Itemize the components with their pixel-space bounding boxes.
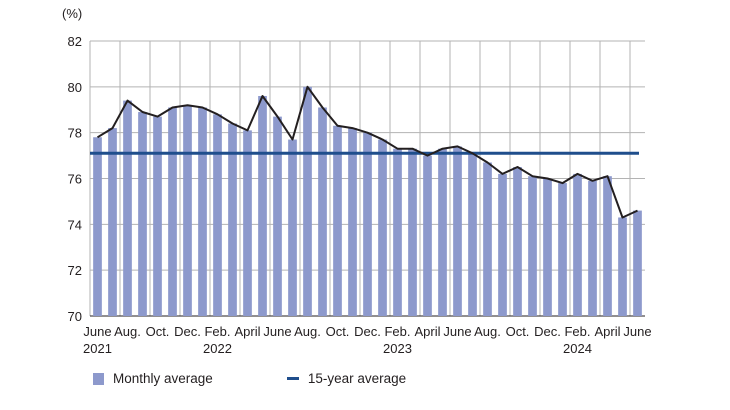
x-tick-label: Feb. [204, 324, 230, 339]
bar [348, 128, 357, 316]
y-tick-label: 82 [68, 34, 82, 49]
bar [618, 217, 627, 316]
x-tick-label: April [234, 324, 260, 339]
legend-line-swatch [286, 377, 299, 380]
legend-label-monthly: Monthly average [113, 371, 213, 386]
monthly-line [96, 85, 638, 219]
bar [498, 173, 507, 316]
x-tick-year-label: 2023 [383, 341, 412, 356]
legend-item-monthly: Monthly average [93, 371, 213, 386]
bar [483, 162, 492, 316]
x-tick-label: June [263, 324, 291, 339]
bar [123, 100, 132, 316]
bar [543, 178, 552, 316]
bar [138, 112, 147, 317]
bar [438, 148, 447, 316]
y-tick-label: 76 [68, 172, 82, 187]
bar [93, 137, 102, 316]
x-tick-label: Aug. [294, 324, 321, 339]
x-tick-label: June [83, 324, 111, 339]
bar [378, 139, 387, 316]
legend-label-15-year: 15-year average [307, 371, 407, 386]
x-tick-year-label: 2021 [83, 341, 112, 356]
bar [333, 125, 342, 317]
y-tick-label: 74 [68, 217, 82, 232]
x-tick-label: Oct. [326, 324, 350, 339]
x-tick-year-label: 2022 [203, 341, 232, 356]
x-tick-label: Dec. [534, 324, 561, 339]
bar [453, 146, 462, 316]
bar [273, 116, 282, 316]
x-tick-label: Dec. [174, 324, 201, 339]
bar [198, 107, 207, 316]
x-tick-label: Oct. [506, 324, 530, 339]
bar [153, 116, 162, 316]
x-tick-year-label: 2024 [563, 341, 592, 356]
bar [423, 155, 432, 316]
y-tick-label: 70 [68, 309, 82, 324]
legend: Monthly average 15-year average [93, 371, 406, 386]
bar [108, 128, 117, 316]
bar [603, 176, 612, 316]
bar [183, 105, 192, 317]
bar [588, 180, 597, 316]
x-tick-label: Feb. [384, 324, 410, 339]
y-tick-label: 80 [68, 80, 82, 95]
bar [288, 139, 297, 316]
x-tick-label: Aug. [474, 324, 501, 339]
bar [528, 176, 537, 316]
bar [558, 183, 567, 316]
x-tick-label: April [594, 324, 620, 339]
y-tick-label: 78 [68, 126, 82, 141]
bar [573, 173, 582, 316]
x-tick-label: Feb. [564, 324, 590, 339]
legend-item-15-year: 15-year average [286, 371, 407, 386]
bar [393, 148, 402, 316]
bar [228, 123, 237, 316]
bar [408, 148, 417, 316]
bar [363, 132, 372, 316]
x-tick-label: Oct. [146, 324, 170, 339]
x-tick-label: June [623, 324, 651, 339]
y-tick-label: 72 [68, 263, 82, 278]
bar [303, 86, 312, 316]
bar [258, 96, 267, 316]
x-tick-label: April [414, 324, 440, 339]
bar [633, 210, 642, 316]
bar [513, 167, 522, 316]
x-tick-label: Aug. [114, 324, 141, 339]
bar [213, 114, 222, 316]
bar [243, 130, 252, 316]
y-axis-unit-label: (%) [62, 6, 82, 21]
x-tick-label: Dec. [354, 324, 381, 339]
bar [318, 107, 327, 316]
bar [468, 153, 477, 316]
bar [168, 107, 177, 316]
x-tick-label: June [443, 324, 471, 339]
legend-bar-swatch [93, 372, 104, 385]
